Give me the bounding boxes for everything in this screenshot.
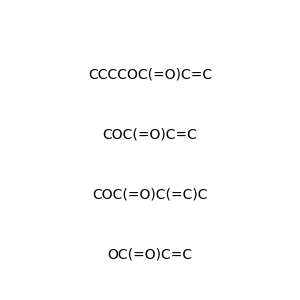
Text: OC(=O)C=C: OC(=O)C=C <box>107 248 193 262</box>
Text: COC(=O)C(=C)C: COC(=O)C(=C)C <box>92 188 208 202</box>
Text: CCCCOC(=O)C=C: CCCCOC(=O)C=C <box>88 68 212 82</box>
Text: COC(=O)C=C: COC(=O)C=C <box>103 128 197 142</box>
